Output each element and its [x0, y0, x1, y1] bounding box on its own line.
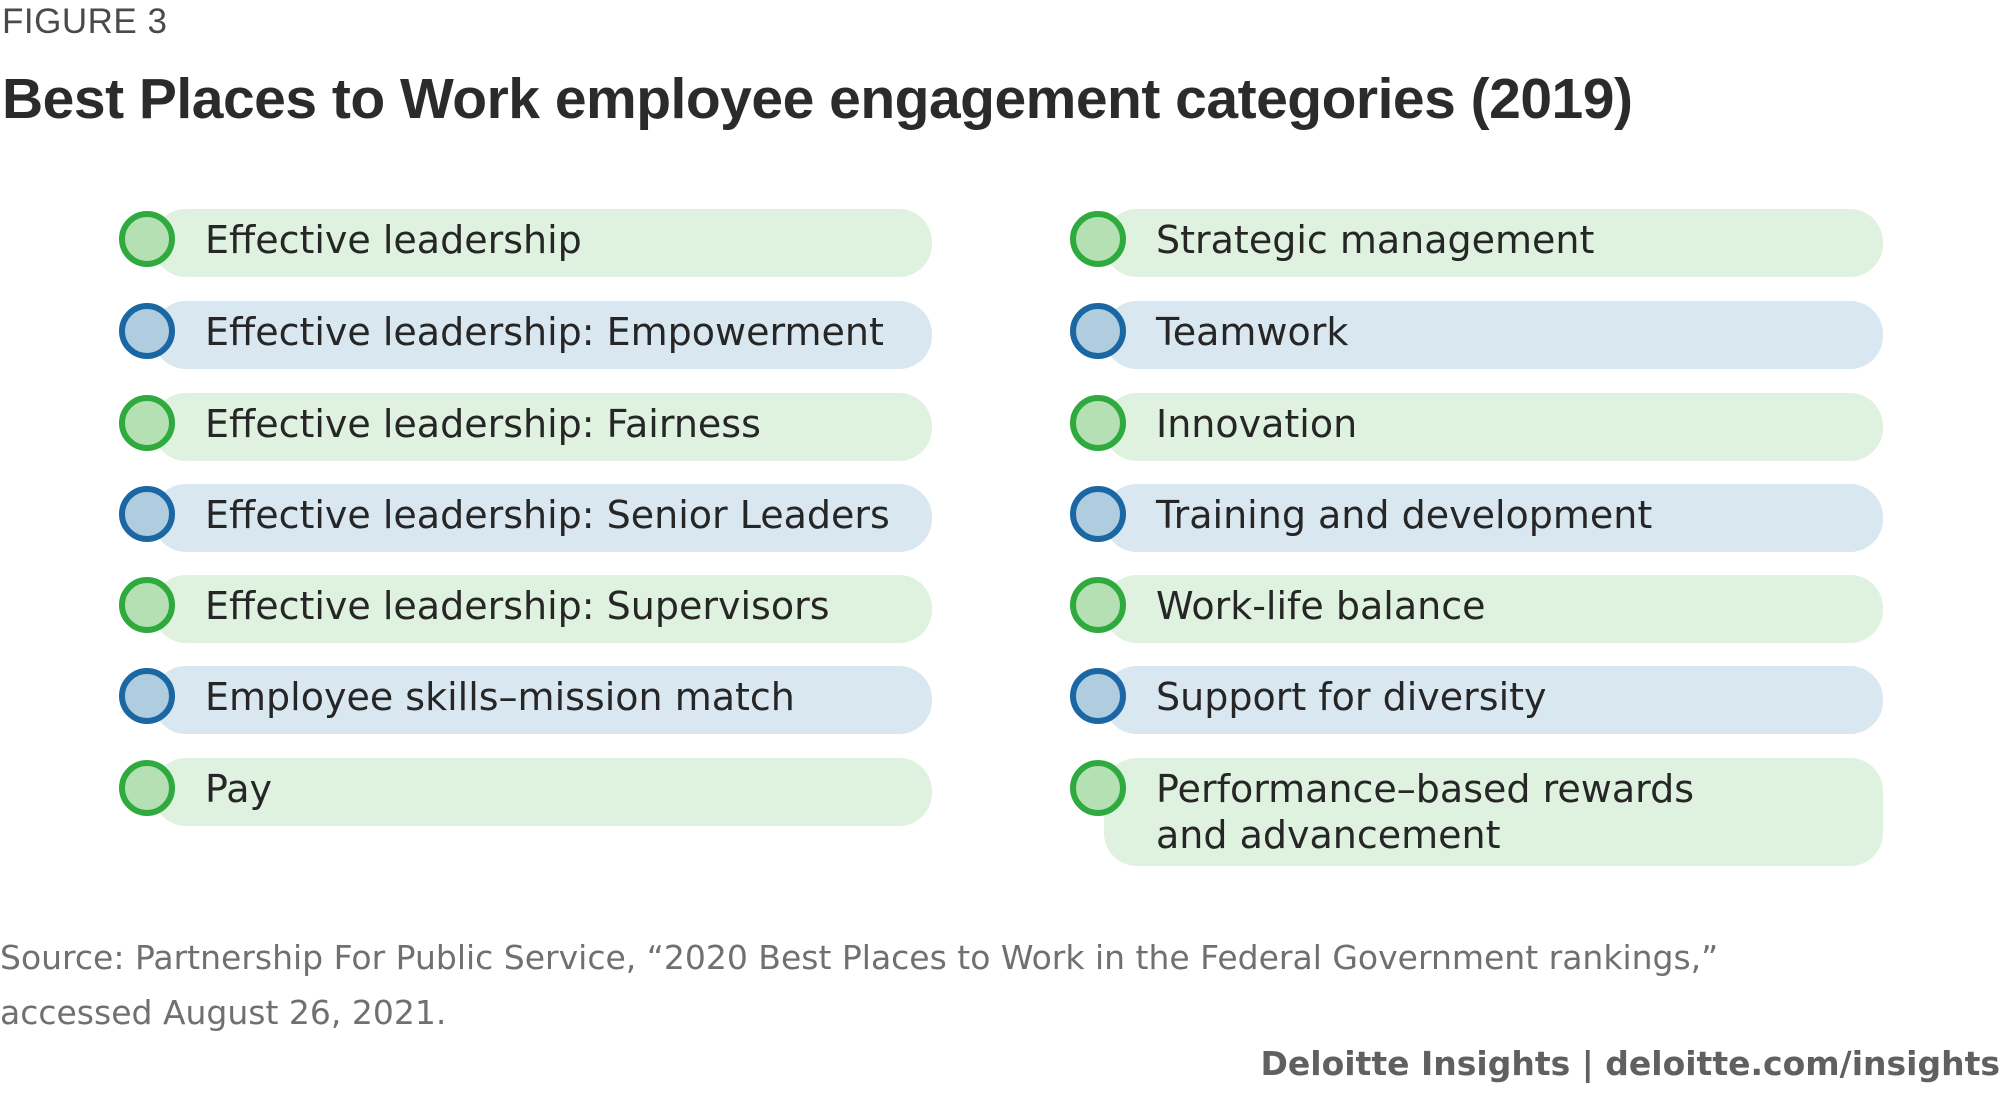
category-pill — [1104, 575, 1883, 643]
category-pill — [153, 575, 932, 643]
page-title: Best Places to Work employee engagement … — [2, 67, 1633, 131]
category-label: Pay — [205, 767, 272, 811]
category-pill — [1104, 209, 1883, 277]
category-label: Innovation — [1156, 402, 1358, 446]
category-pill — [153, 301, 932, 369]
source-note: Source: Partnership For Public Service, … — [0, 938, 1719, 1032]
circle-bullet-icon — [119, 303, 175, 359]
category-item-5: Effective leadership: Supervisors — [117, 575, 932, 643]
circle-bullet-icon — [1070, 395, 1126, 451]
category-pill — [153, 393, 932, 461]
circle-bullet-icon — [1070, 211, 1126, 267]
category-item-10: Innovation — [1068, 393, 1883, 461]
category-label: Effective leadership: Empowerment — [205, 310, 884, 354]
category-item-2: Effective leadership: Empowerment — [117, 301, 932, 369]
category-item-4: Effective leadership: Senior Leaders — [117, 484, 932, 552]
category-label: Support for diversity — [1156, 675, 1547, 719]
category-label: Strategic management — [1156, 218, 1595, 262]
category-item-1: Effective leadership — [117, 209, 932, 277]
circle-bullet-icon — [119, 577, 175, 633]
circle-bullet-icon — [119, 211, 175, 267]
circle-bullet-icon — [119, 760, 175, 816]
circle-bullet-icon — [119, 486, 175, 542]
category-label: Training and development — [1156, 493, 1653, 537]
category-pill — [1104, 301, 1883, 369]
circle-bullet-icon — [119, 395, 175, 451]
category-pill — [153, 484, 932, 552]
category-item-12: Work-life balance — [1068, 575, 1883, 643]
category-pill — [153, 758, 932, 826]
category-pill — [1104, 393, 1883, 461]
category-pill — [153, 666, 932, 734]
category-item-3: Effective leadership: Fairness — [117, 393, 932, 461]
circle-bullet-icon — [1070, 668, 1126, 724]
circle-bullet-icon — [1070, 577, 1126, 633]
category-item-7: Pay — [117, 758, 932, 826]
category-pill — [1104, 666, 1883, 734]
category-label: Work-life balance — [1156, 584, 1486, 628]
circle-bullet-icon — [1070, 760, 1126, 816]
category-label: Employee skills–mission match — [205, 675, 795, 719]
category-item-13: Support for diversity — [1068, 666, 1883, 734]
category-label: Effective leadership: Fairness — [205, 402, 761, 446]
circle-bullet-icon — [1070, 303, 1126, 359]
category-label: Effective leadership — [205, 218, 582, 262]
publisher-credit: Deloitte Insights | deloitte.com/insight… — [1260, 1044, 2000, 1083]
category-label: Teamwork — [1156, 310, 1349, 354]
category-item-11: Training and development — [1068, 484, 1883, 552]
figure-label: FIGURE 3 — [2, 2, 168, 41]
circle-bullet-icon — [1070, 486, 1126, 542]
category-label: Effective leadership: Supervisors — [205, 584, 830, 628]
category-item-8: Strategic management — [1068, 209, 1883, 277]
category-item-14: Performance–based rewards and advancemen… — [1068, 758, 1883, 866]
category-label: Effective leadership: Senior Leaders — [205, 493, 890, 537]
category-pill — [153, 209, 932, 277]
category-pill — [1104, 484, 1883, 552]
circle-bullet-icon — [119, 668, 175, 724]
category-pill — [1104, 758, 1883, 866]
category-item-9: Teamwork — [1068, 301, 1883, 369]
category-item-6: Employee skills–mission match — [117, 666, 932, 734]
category-label: Performance–based rewards and advancemen… — [1156, 767, 1694, 857]
